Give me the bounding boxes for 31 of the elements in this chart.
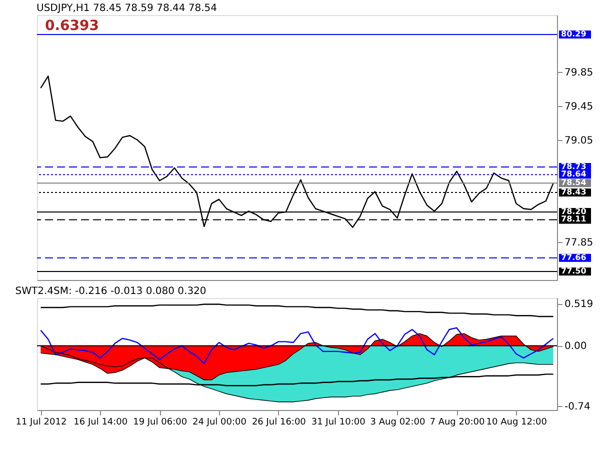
chart-title: SWT2.4SM: -0.216 -0.013 0.080 0.320 [15,286,206,297]
x-tick-label: 16 Jul 14:00 [74,418,128,428]
x-tick-label: 19 Jul 06:00 [133,418,188,428]
x-tick-label: 31 Jul 10:00 [311,418,366,428]
ref-line-label: 78.20 [561,207,587,216]
x-tick-label: 11 Jul 2012 [16,418,67,428]
line-series [40,304,554,318]
y-tick-label: 79.45 [564,101,594,112]
chart-title: USDJPY,H1 78.45 78.59 78.44 78.54 [36,3,218,14]
ref-line-label: 78.64 [561,170,587,179]
ref-line-label: 77.50 [561,266,587,276]
ref-line-label: 78.73 [561,162,586,172]
line-series [40,76,554,228]
ref-line-label: 78.11 [561,214,587,224]
ref-line-label: 77.66 [561,252,587,262]
y-tick-label: -0.74 [564,401,590,412]
x-tick-label: 24 Jul 00:00 [192,418,247,428]
ref-line-label: 80.29 [561,30,587,39]
ref-line-label: 78.43 [561,188,586,197]
x-tick-label: 7 Aug 20:00 [430,418,485,428]
x-tick-label: 10 Aug 12:00 [486,418,548,428]
y-tick-label: 0.519 [564,299,594,310]
line-series [40,327,554,364]
y-tick-label: 77.85 [564,237,594,248]
ref-line-label: 78.54 [561,178,587,188]
x-tick-label: 26 Jul 16:00 [252,418,306,428]
y-tick-label: 79.85 [564,67,594,78]
annotation: 0.6393 [45,18,100,34]
x-tick-label: 3 Aug 02:00 [370,418,426,428]
y-tick-label: 79.05 [564,135,594,146]
y-tick-label: 0.00 [564,341,587,352]
